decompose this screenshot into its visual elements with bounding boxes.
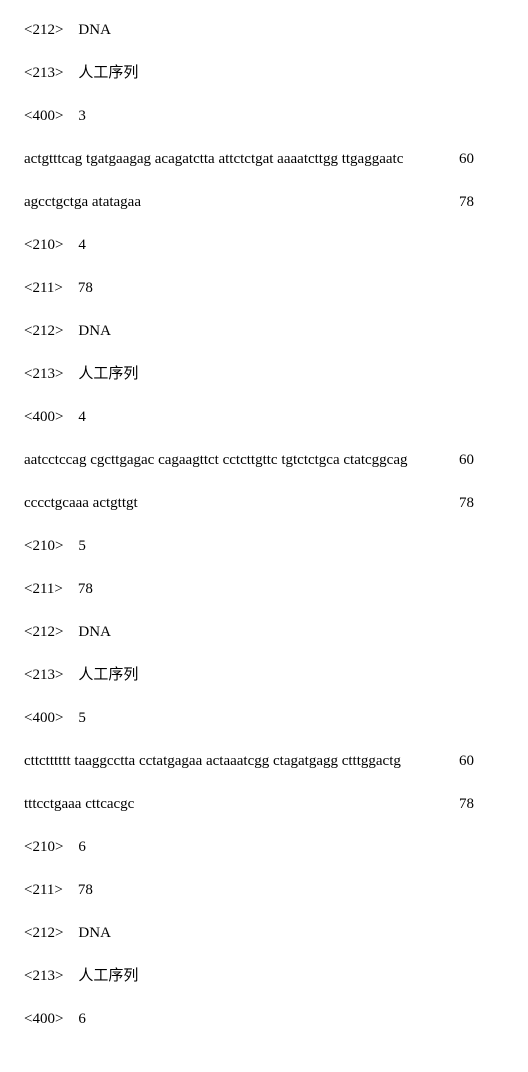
sequence-line: tttcctgaaa cttcacgc 78 — [24, 794, 504, 815]
listing-line: <213> 人工序列 — [24, 665, 504, 686]
listing-line: <400> 4 — [24, 407, 504, 428]
listing-line: <212> DNA — [24, 923, 504, 944]
sequence-line: actgtttcag tgatgaagag acagatctta attctct… — [24, 149, 504, 170]
sequence-text: actgtttcag tgatgaagag acagatctta attctct… — [24, 149, 403, 170]
listing-line: <210> 5 — [24, 536, 504, 557]
listing-line: <210> 6 — [24, 837, 504, 858]
sequence-text: cttctttttt taaggcctta cctatgagaa actaaat… — [24, 751, 401, 772]
listing-line: <213> 人工序列 — [24, 966, 504, 987]
listing-line: <400> 5 — [24, 708, 504, 729]
sequence-position: 78 — [459, 192, 504, 213]
listing-line: <213> 人工序列 — [24, 364, 504, 385]
listing-line: <212> DNA — [24, 622, 504, 643]
listing-line: <400> 6 — [24, 1009, 504, 1030]
sequence-listing: <212> DNA <213> 人工序列 <400> 3 actgtttcag tga… — [24, 20, 504, 1030]
sequence-position: 60 — [459, 450, 504, 471]
sequence-line: aatcctccag cgcttgagac cagaagttct cctcttg… — [24, 450, 504, 471]
sequence-text: agcctgctga atatagaa — [24, 192, 141, 213]
listing-line: <212> DNA — [24, 20, 504, 41]
listing-line: <211> 78 — [24, 278, 504, 299]
listing-line: <211> 78 — [24, 579, 504, 600]
sequence-position: 78 — [459, 493, 504, 514]
sequence-text: tttcctgaaa cttcacgc — [24, 794, 134, 815]
listing-line: <211> 78 — [24, 880, 504, 901]
sequence-line: cccctgcaaa actgttgt 78 — [24, 493, 504, 514]
sequence-position: 60 — [459, 751, 504, 772]
sequence-position: 78 — [459, 794, 504, 815]
listing-line: <212> DNA — [24, 321, 504, 342]
sequence-text: aatcctccag cgcttgagac cagaagttct cctcttg… — [24, 450, 408, 471]
sequence-line: cttctttttt taaggcctta cctatgagaa actaaat… — [24, 751, 504, 772]
listing-line: <400> 3 — [24, 106, 504, 127]
sequence-text: cccctgcaaa actgttgt — [24, 493, 138, 514]
listing-line: <213> 人工序列 — [24, 63, 504, 84]
listing-line: <210> 4 — [24, 235, 504, 256]
sequence-line: agcctgctga atatagaa 78 — [24, 192, 504, 213]
sequence-position: 60 — [459, 149, 504, 170]
